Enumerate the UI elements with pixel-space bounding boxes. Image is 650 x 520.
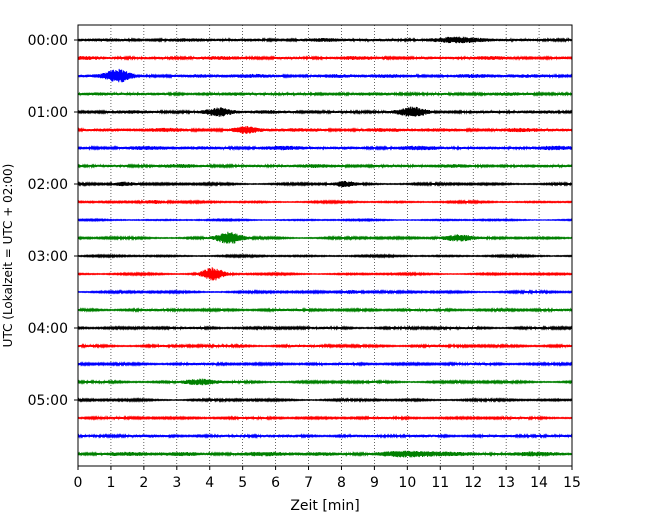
- x-tick-label-0: 0: [74, 475, 83, 491]
- trace-0430: [77, 361, 573, 367]
- x-tick-label-14: 14: [530, 475, 548, 491]
- x-tick-label-1: 1: [106, 475, 115, 491]
- trace-0015: [77, 55, 573, 61]
- trace-0300: [77, 253, 573, 259]
- trace-0445: [77, 378, 573, 386]
- x-tick-label-9: 9: [370, 475, 379, 491]
- x-tick-label-2: 2: [139, 475, 148, 491]
- trace-0115: [77, 125, 573, 134]
- trace-0145: [77, 163, 573, 169]
- x-tick-label-12: 12: [464, 475, 482, 491]
- trace-0515: [77, 415, 573, 421]
- x-tick-label-3: 3: [172, 475, 181, 491]
- y-tick-label-04:00: 04:00: [28, 321, 68, 337]
- trace-0030: [77, 68, 573, 83]
- trace-0200: [77, 180, 573, 188]
- x-tick-label-4: 4: [205, 475, 214, 491]
- x-tick-label-11: 11: [431, 475, 449, 491]
- x-tick-label-8: 8: [337, 475, 346, 491]
- trace-0315: [77, 267, 573, 281]
- y-tick-label-01:00: 01:00: [28, 105, 68, 121]
- trace-0345: [77, 307, 573, 313]
- trace-0215: [77, 199, 573, 205]
- trace-0130: [77, 145, 573, 151]
- trace-0230: [77, 217, 573, 223]
- y-tick-label-02:00: 02:00: [28, 177, 68, 193]
- x-tick-label-6: 6: [271, 475, 280, 491]
- trace-0100: [77, 106, 573, 117]
- x-tick-label-5: 5: [238, 475, 247, 491]
- x-tick-label-10: 10: [398, 475, 416, 491]
- y-tick-label-00:00: 00:00: [28, 33, 68, 49]
- trace-0415: [77, 343, 573, 349]
- trace-0245: [77, 231, 573, 244]
- x-tick-label-15: 15: [563, 475, 581, 491]
- x-axis-ticks: 0 1 2 3 4 5 6 7 8 9 10 11 12 13 14 15: [74, 466, 581, 491]
- trace-0000: [77, 36, 573, 44]
- y-axis-ticks: 00:00 01:00 02:00 03:00 04:00 05:00: [28, 33, 78, 409]
- seismogram-traces: [77, 36, 573, 458]
- y-tick-label-05:00: 05:00: [28, 393, 68, 409]
- trace-0500: [77, 397, 573, 403]
- x-tick-label-7: 7: [304, 475, 313, 491]
- trace-0530: [77, 433, 573, 439]
- trace-0400: [77, 325, 573, 331]
- trace-0045: [77, 91, 573, 97]
- y-tick-label-03:00: 03:00: [28, 249, 68, 265]
- plot-frame: [77, 24, 573, 467]
- y-axis-label: UTC (Lokalzeit = UTC + 02:00): [1, 164, 15, 348]
- trace-0545: [77, 450, 573, 458]
- x-tick-label-13: 13: [497, 475, 515, 491]
- x-axis-label: Zeit [min]: [290, 498, 359, 514]
- trace-0330: [77, 289, 573, 295]
